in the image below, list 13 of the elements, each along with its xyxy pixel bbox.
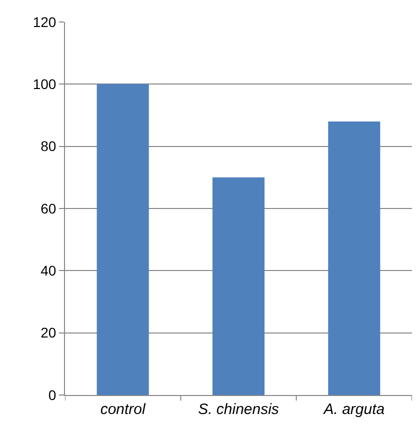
y-tick-label: 100 (32, 76, 56, 92)
y-tick-label: 40 (40, 262, 56, 279)
bar (96, 84, 149, 395)
y-tick-label: 80 (40, 138, 56, 154)
x-tick-label: A. arguta (322, 401, 385, 418)
bar (212, 177, 265, 395)
y-tick-label: 20 (40, 324, 56, 341)
y-tick-label: 120 (32, 14, 56, 30)
y-tick-label: 0 (48, 386, 56, 403)
y-tick-label: 60 (40, 200, 56, 216)
x-tick-label: control (100, 401, 146, 418)
bar (328, 121, 380, 395)
x-tick-label: S. chinensis (198, 401, 280, 418)
